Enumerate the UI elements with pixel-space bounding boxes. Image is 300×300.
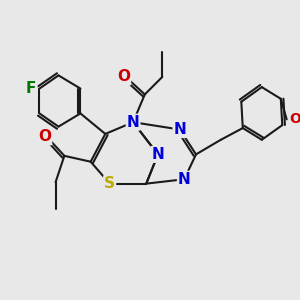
Text: O: O [290, 112, 300, 126]
Text: F: F [26, 81, 37, 96]
Text: O: O [117, 69, 130, 84]
Text: S: S [104, 176, 115, 191]
Text: N: N [178, 172, 191, 187]
Text: O: O [38, 129, 51, 144]
Text: N: N [152, 147, 164, 162]
Text: N: N [173, 122, 186, 137]
Text: N: N [127, 115, 140, 130]
